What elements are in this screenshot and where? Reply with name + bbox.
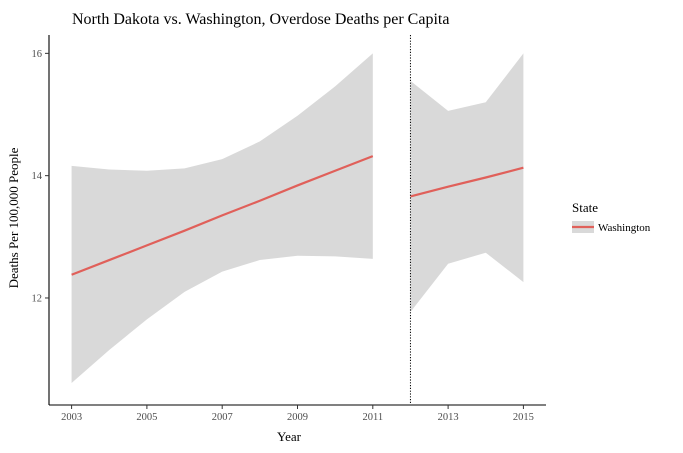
x-tick-label: 2011 bbox=[362, 412, 383, 423]
x-tick-label: 2007 bbox=[212, 412, 233, 423]
y-tick-label: 16 bbox=[32, 49, 43, 60]
plot-area: 2003 2005 2007 2009 2011 2013 2015 12 14 16 bbox=[32, 35, 546, 423]
x-tick-label: 2005 bbox=[136, 412, 157, 423]
confidence-band-0-0 bbox=[71, 53, 373, 383]
y-tick-label: 14 bbox=[32, 171, 43, 182]
x-tick-label: 2009 bbox=[287, 412, 308, 423]
legend: State Washington bbox=[572, 200, 651, 234]
x-tick-label: 2003 bbox=[61, 412, 82, 423]
chart-title: North Dakota vs. Washington, Overdose De… bbox=[72, 11, 449, 28]
x-tick-label: 2013 bbox=[438, 412, 459, 423]
x-axis-label: Year bbox=[277, 429, 302, 444]
series-line-0-0 bbox=[71, 155, 374, 276]
y-tick-label: 12 bbox=[32, 293, 43, 304]
y-axis-label: Deaths Per 100,000 People bbox=[6, 147, 21, 288]
legend-label: Washington bbox=[598, 222, 651, 234]
x-tick-label: 2015 bbox=[513, 412, 534, 423]
legend-title: State bbox=[572, 200, 598, 215]
series-line-0-1 bbox=[410, 166, 524, 198]
